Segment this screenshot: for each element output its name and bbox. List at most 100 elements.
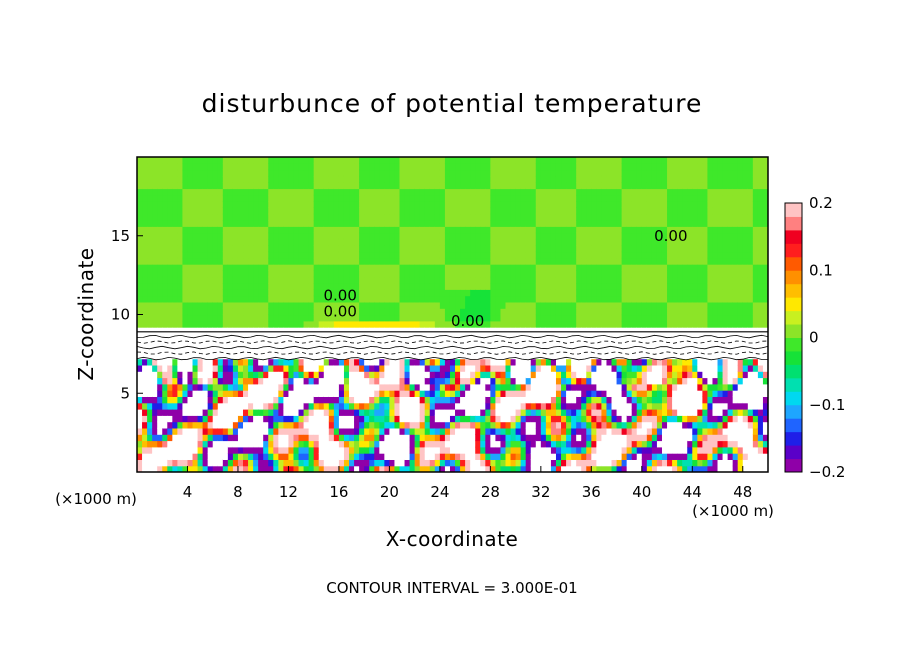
heatmap-cell [359, 377, 365, 385]
heatmap-cell [318, 283, 325, 290]
heatmap-cell [157, 402, 163, 410]
heatmap-cell [293, 339, 300, 347]
heatmap-cell [540, 213, 547, 221]
heatmap-cell [571, 264, 577, 271]
heatmap-cell [571, 327, 577, 334]
heatmap-cell [379, 289, 385, 297]
heatmap-cell [248, 201, 254, 208]
heatmap-cell [162, 371, 168, 379]
heatmap-cell [157, 251, 163, 259]
heatmap-cell [429, 358, 436, 366]
heatmap-cell [298, 201, 305, 208]
heatmap-cell [177, 257, 184, 265]
heatmap-cell [566, 377, 572, 385]
heatmap-cell [152, 440, 158, 448]
heatmap-cell [288, 238, 295, 246]
heatmap-cell [434, 383, 441, 391]
heatmap-cell [328, 283, 335, 290]
heatmap-cell [596, 446, 603, 454]
heatmap-cell [318, 175, 325, 183]
heatmap-cell [550, 226, 557, 234]
heatmap-cell [555, 434, 562, 442]
heatmap-cell [545, 182, 552, 190]
heatmap-cell [465, 232, 471, 240]
heatmap-cell [243, 396, 249, 404]
heatmap-cell [455, 201, 461, 208]
heatmap-cell [177, 188, 184, 196]
heatmap-cell [197, 270, 204, 278]
heatmap-cell [530, 270, 537, 278]
heatmap-cell [530, 169, 537, 177]
heatmap-cell [152, 226, 158, 234]
heatmap-cell [343, 402, 350, 410]
heatmap-cell [137, 251, 143, 259]
heatmap-cell [182, 421, 189, 429]
heatmap-cell [505, 169, 512, 177]
heatmap-cell [349, 459, 355, 467]
heatmap-cell [475, 188, 481, 196]
heatmap-cell [515, 333, 522, 341]
heatmap-cell [338, 308, 345, 316]
heatmap-cell [561, 352, 567, 360]
heatmap-cell [328, 358, 335, 366]
heatmap-cell [232, 358, 239, 366]
heatmap-cell [379, 257, 385, 265]
heatmap-cell [631, 371, 638, 379]
heatmap-cell [212, 175, 219, 183]
heatmap-cell [217, 390, 224, 397]
heatmap-cell [354, 188, 360, 196]
heatmap-cell [439, 346, 446, 353]
heatmap-cell [187, 188, 194, 196]
heatmap-cell [384, 415, 390, 423]
heatmap-cell [581, 201, 587, 208]
heatmap-cell [308, 301, 315, 309]
heatmap-cell [424, 169, 431, 177]
heatmap-cell [263, 169, 269, 177]
heatmap-cell [374, 434, 380, 442]
heatmap-cell [232, 182, 239, 190]
heatmap-cell [404, 157, 411, 164]
heatmap-cell [394, 446, 401, 454]
heatmap-cell [439, 364, 446, 372]
heatmap-cell [460, 295, 466, 303]
heatmap-cell [202, 383, 209, 391]
heatmap-cell [485, 314, 491, 322]
heatmap-cell [293, 333, 300, 341]
heatmap-cell [243, 364, 249, 372]
heatmap-cell [303, 213, 310, 221]
heatmap-cell [500, 434, 507, 442]
heatmap-cell [364, 157, 370, 164]
heatmap-cell [202, 371, 209, 379]
heatmap-cell [379, 390, 385, 397]
heatmap-cell [510, 459, 517, 467]
heatmap-cell [237, 194, 244, 202]
heatmap-cell [288, 175, 295, 183]
heatmap-cell [263, 446, 269, 454]
heatmap-cell [545, 358, 552, 366]
heatmap-cell [500, 251, 507, 259]
heatmap-cell [616, 276, 623, 284]
heatmap-cell [576, 289, 582, 297]
heatmap-cell [177, 220, 184, 227]
heatmap-cell [354, 226, 360, 234]
heatmap-cell [475, 383, 481, 391]
heatmap-cell [571, 188, 577, 196]
heatmap-cell [611, 226, 618, 234]
heatmap-cell [449, 289, 456, 297]
heatmap-cell [470, 383, 476, 391]
heatmap-cell [323, 415, 330, 423]
heatmap-cell [470, 358, 476, 366]
heatmap-cell [626, 245, 633, 253]
heatmap-cell [207, 289, 214, 297]
heatmap-cell [298, 320, 305, 328]
heatmap-cell [237, 434, 244, 442]
heatmap-cell [545, 352, 552, 360]
heatmap-cell [137, 314, 143, 322]
heatmap-cell [409, 446, 416, 454]
heatmap-cell [621, 346, 628, 353]
heatmap-cell [424, 396, 431, 404]
heatmap-cell [404, 402, 411, 410]
heatmap-cell [434, 188, 441, 196]
heatmap-cell [283, 446, 290, 454]
heatmap-cell [566, 238, 572, 246]
